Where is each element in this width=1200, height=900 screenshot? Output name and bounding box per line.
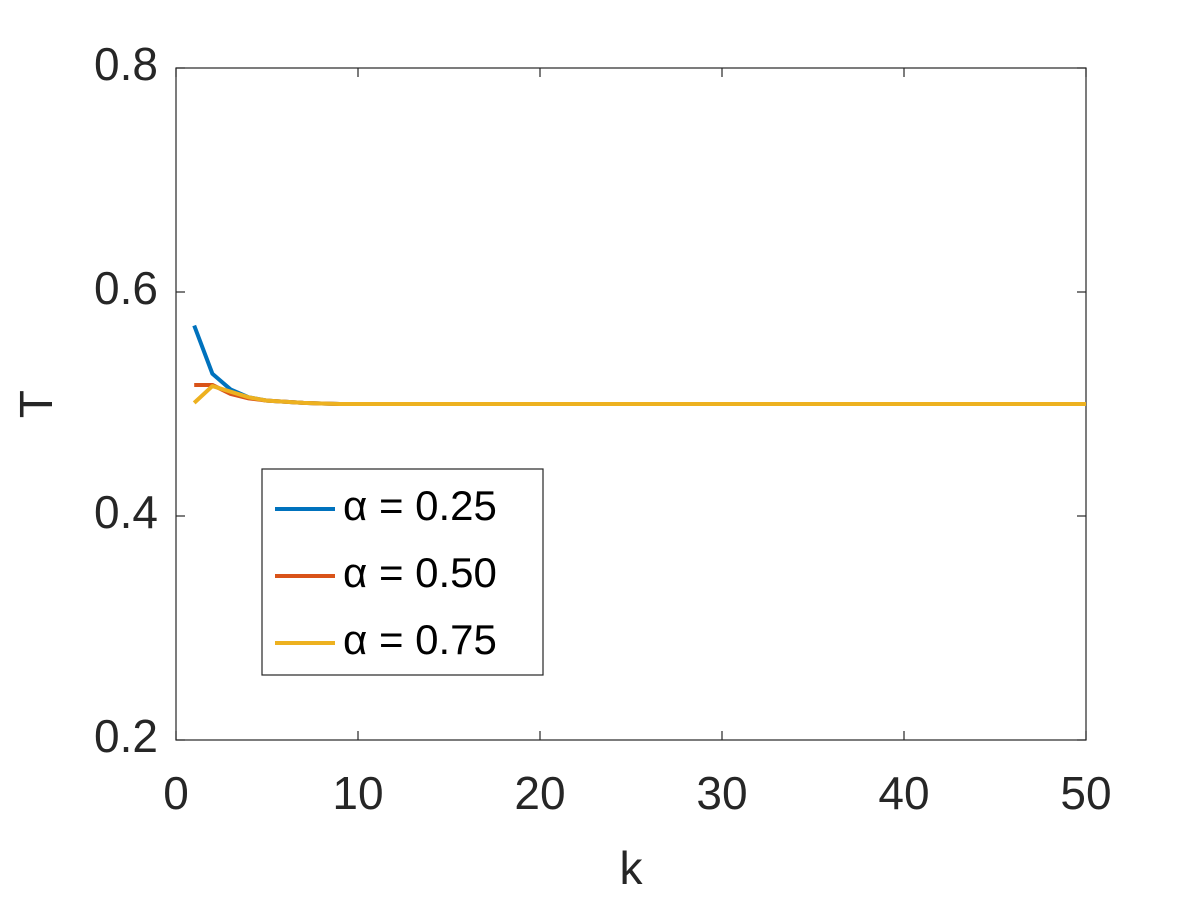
y-tick-label: 0.4 — [94, 486, 158, 538]
y-tick-label: 0.2 — [94, 710, 158, 762]
y-tick-label: 0.6 — [94, 262, 158, 314]
x-tick-label: 40 — [878, 767, 929, 819]
x-tick-label: 10 — [332, 767, 383, 819]
y-axis-label: T — [10, 390, 62, 418]
x-tick-label: 0 — [163, 767, 189, 819]
y-tick-label: 0.8 — [94, 38, 158, 90]
x-tick-label: 20 — [514, 767, 565, 819]
legend-label: α = 0.50 — [343, 549, 497, 596]
legend-box — [261, 468, 544, 676]
legend-label: α = 0.25 — [343, 482, 497, 529]
x-axis-label: k — [620, 842, 644, 894]
series-line — [192, 384, 1086, 406]
legend-label: α = 0.75 — [343, 616, 497, 663]
x-tick-label: 30 — [696, 767, 747, 819]
x-tick-label: 50 — [1060, 767, 1111, 819]
